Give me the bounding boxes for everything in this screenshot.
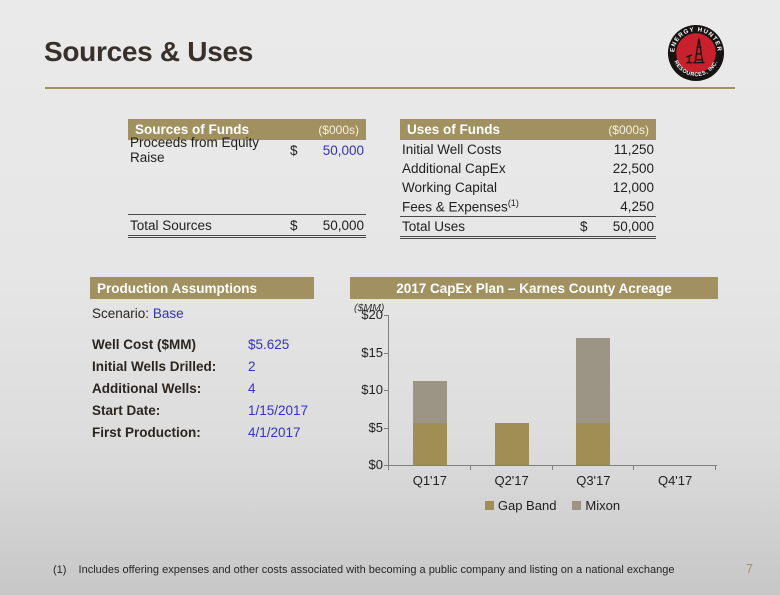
footnote-reference: (1) (508, 198, 519, 208)
slide: Sources & Uses ENERGY HUNTER RESOURCES, … (0, 0, 780, 595)
y-axis-label: $20 (347, 307, 383, 322)
assumption-row: Initial Wells Drilled: 2 (92, 355, 308, 377)
uses-table-unit: ($000s) (608, 123, 649, 137)
total-sources-row: Total Sources $ 50,000 (128, 214, 366, 238)
x-axis-label: Q1'17 (390, 473, 470, 488)
y-axis-label: $10 (347, 382, 383, 397)
y-axis-tick (384, 353, 388, 354)
uses-table-title: Uses of Funds (407, 122, 608, 137)
footnote-marker: (1) (53, 564, 66, 576)
assumption-row: Start Date: 1/15/2017 (92, 399, 308, 421)
currency-symbol: $ (290, 143, 306, 158)
row-label: Initial Well Costs (402, 142, 580, 157)
page-title: Sources & Uses (44, 36, 253, 68)
uses-table-header: Uses of Funds ($000s) (400, 119, 656, 140)
scenario-line: Scenario: Base (92, 306, 184, 321)
y-axis-line (388, 315, 389, 466)
assumption-row: Well Cost ($MM) $5.625 (92, 333, 308, 355)
row-value: 4,250 (596, 199, 654, 214)
y-axis-tick (384, 315, 388, 316)
title-divider (45, 87, 735, 89)
table-row: Additional CapEx 22,500 (400, 159, 656, 178)
chart-title: 2017 CapEx Plan – Karnes County Acreage (350, 277, 718, 299)
table-row: Working Capital 12,000 (400, 178, 656, 197)
assumption-row: First Production: 4/1/2017 (92, 421, 308, 443)
footnote: (1) Includes offering expenses and other… (53, 564, 675, 576)
total-value: 50,000 (306, 218, 364, 233)
y-axis-label: $15 (347, 345, 383, 360)
row-label: Additional CapEx (402, 161, 580, 176)
capex-bar-chart: $0$5$10$15$20Q1'17Q2'17Q3'17Q4'17 (389, 315, 716, 465)
total-label: Total Uses (402, 219, 580, 234)
y-axis-tick (384, 390, 388, 391)
total-uses-row: Total Uses $ 50,000 (400, 217, 656, 239)
row-label: Proceeds from Equity Raise (130, 135, 290, 165)
x-axis-tick (715, 466, 716, 470)
chart-legend: Gap Band Mixon (389, 498, 716, 513)
production-assumptions-header: Production Assumptions (90, 277, 314, 299)
spacer (128, 160, 366, 214)
x-axis-tick (388, 466, 389, 470)
sources-of-funds-table: Sources of Funds ($000s) Proceeds from E… (128, 119, 366, 238)
bar-gap-band-Q3'17 (576, 423, 610, 465)
x-axis-label: Q2'17 (472, 473, 552, 488)
sources-table-unit: ($000s) (318, 123, 359, 137)
bar-gap-band-Q1'17 (413, 423, 447, 465)
table-row: Fees & Expenses(1) 4,250 (400, 197, 656, 217)
row-label: Working Capital (402, 180, 580, 195)
currency-symbol: $ (580, 219, 596, 234)
gap-band-swatch-icon (485, 501, 494, 510)
legend-item-mixon: Mixon (572, 498, 620, 513)
row-value: 22,500 (596, 161, 654, 176)
total-label: Total Sources (130, 218, 290, 233)
x-axis-label: Q4'17 (635, 473, 715, 488)
footnote-text: Includes offering expenses and other cos… (79, 564, 675, 576)
bar-gap-band-Q2'17 (495, 423, 529, 465)
uses-of-funds-table: Uses of Funds ($000s) Initial Well Costs… (400, 119, 656, 239)
total-value: 50,000 (596, 219, 654, 234)
table-row: Initial Well Costs 11,250 (400, 140, 656, 159)
x-axis-line (388, 465, 717, 466)
row-value: 12,000 (596, 180, 654, 195)
scenario-label: Scenario: (92, 306, 149, 321)
x-axis-tick (470, 466, 471, 470)
scenario-value: Base (153, 306, 184, 321)
bar-mixon-Q3'17 (576, 338, 610, 422)
legend-item-gap-band: Gap Band (485, 498, 557, 513)
bar-mixon-Q1'17 (413, 381, 447, 423)
assumption-row: Additional Wells: 4 (92, 377, 308, 399)
legend-label: Mixon (585, 498, 620, 513)
mixon-swatch-icon (572, 501, 581, 510)
x-axis-tick (552, 466, 553, 470)
row-value: 50,000 (306, 143, 364, 158)
y-axis-tick (384, 428, 388, 429)
y-axis-label: $0 (347, 457, 383, 472)
currency-symbol: $ (290, 218, 306, 233)
x-axis-label: Q3'17 (553, 473, 633, 488)
production-assumptions-list: Well Cost ($MM) $5.625 Initial Wells Dri… (92, 333, 308, 443)
x-axis-tick (633, 466, 634, 470)
row-label: Fees & Expenses(1) (402, 198, 580, 215)
row-value: 11,250 (596, 142, 654, 157)
company-logo-icon: ENERGY HUNTER RESOURCES, INC. (667, 24, 725, 82)
table-row: Proceeds from Equity Raise $ 50,000 (128, 140, 366, 160)
legend-label: Gap Band (498, 498, 557, 513)
y-axis-label: $5 (347, 420, 383, 435)
page-number: 7 (746, 562, 753, 576)
